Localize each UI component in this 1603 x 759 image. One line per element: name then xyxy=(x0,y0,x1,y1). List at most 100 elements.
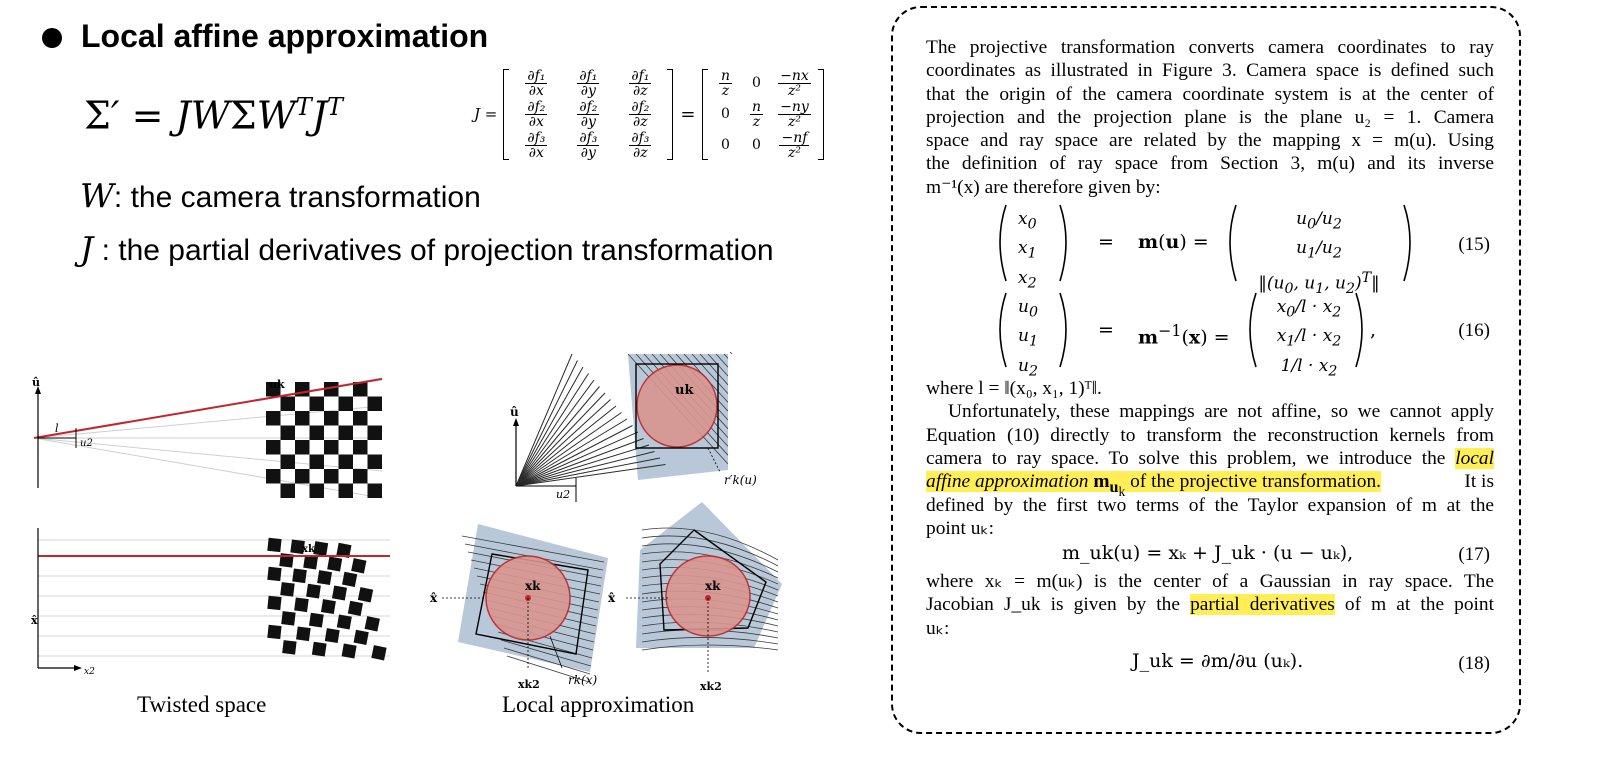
jac-cell: ∂f₃ ∂y xyxy=(577,129,600,161)
x-hat-label: x̂ xyxy=(31,614,38,627)
paper-line: Jacobian J_uk is given by the partial de… xyxy=(926,593,1494,616)
checker-square xyxy=(320,599,336,615)
checker-square xyxy=(280,483,295,498)
u2-label-2: u2 xyxy=(556,488,570,501)
checker-square xyxy=(303,554,318,570)
jac-cell: ∂f₁ ∂y xyxy=(577,67,600,99)
hatch-line xyxy=(699,353,729,386)
checker-square xyxy=(353,411,368,426)
definition-j-text: : the partial derivatives of projection … xyxy=(93,234,774,267)
eq15-number: (15) xyxy=(1458,234,1490,256)
checker-square xyxy=(357,587,374,603)
checker-square xyxy=(342,571,358,587)
fan-line xyxy=(515,373,589,487)
fan-line xyxy=(515,457,661,487)
jac-val: 0 xyxy=(720,137,730,153)
hatch-line xyxy=(503,647,591,675)
jac-val: −nf z² xyxy=(779,129,810,161)
fan-line xyxy=(515,425,633,487)
checker-square xyxy=(331,585,348,601)
checker-square xyxy=(309,425,324,440)
checker-square xyxy=(311,641,327,657)
fan-line xyxy=(515,392,606,487)
checker-square xyxy=(338,425,353,440)
checker-square xyxy=(364,616,380,632)
checker-square xyxy=(353,440,368,455)
where-l-line: where l = ‖(x₀, x₁, 1)ᵀ‖. xyxy=(926,378,1102,400)
jacobian-post: of m at the point xyxy=(1344,594,1494,616)
equation-17: m_uk(u) = xₖ + J_uk · (u − uₖ), (17) xyxy=(926,540,1494,570)
definition-w: W: the camera transformation xyxy=(80,176,481,215)
checker-square xyxy=(267,566,282,582)
checker-square xyxy=(324,469,339,484)
hatch-curve xyxy=(641,543,779,573)
checker-square xyxy=(266,382,281,397)
checker-square xyxy=(306,583,321,599)
paper-line: Equation (10) directly to transform the … xyxy=(926,424,1494,446)
bullet-icon xyxy=(42,28,62,48)
checker-square xyxy=(295,411,310,426)
hatch-curve xyxy=(641,527,779,561)
checker-square xyxy=(324,440,339,455)
checker-square xyxy=(324,628,340,644)
jac-cell: ∂f₃ ∂x xyxy=(525,129,548,161)
paper-line: where xₖ = m(uₖ) is the center of a Gaus… xyxy=(926,571,1494,593)
fan-line xyxy=(515,366,584,487)
checker-square xyxy=(324,411,339,426)
checker-square xyxy=(267,595,282,611)
checker-square xyxy=(266,469,281,484)
hatch-curve xyxy=(641,644,779,651)
equation-16: u0 u1 u2 = m−1(x) = x0/l · x2 x1/l · x2 1/l … xyxy=(926,289,1494,379)
covariance-equation: Σ′ = JWΣWTJT xyxy=(84,93,344,138)
u-hat-label-2: û xyxy=(510,405,519,419)
paper-line: that the origin of the camera coordinate… xyxy=(926,83,1494,105)
uk-label: uk xyxy=(269,378,285,391)
fan-line xyxy=(515,379,595,487)
xk-label: xk xyxy=(302,544,316,555)
checker-square xyxy=(294,597,309,613)
caption-twisted-space: Twisted space xyxy=(137,692,267,717)
eq16-brackets xyxy=(999,292,1363,368)
checker-square xyxy=(367,396,382,411)
checker-square xyxy=(290,539,305,555)
jac-cell: ∂f₂ ∂z xyxy=(629,98,652,130)
definition-j: J : the partial derivatives of projectio… xyxy=(80,229,774,268)
hatch-line xyxy=(461,535,605,563)
x2-label: x2 xyxy=(84,667,95,676)
u2-label: u2 xyxy=(80,438,93,449)
paper-line: the definition of ray space from Section… xyxy=(926,153,1494,175)
local-approx-bottom-left-figure: x̂ xk xk2 rk(x) xyxy=(430,524,608,691)
checker-square xyxy=(336,614,352,630)
fan-line xyxy=(515,451,655,487)
checker-square xyxy=(367,483,382,498)
symbol-w: W xyxy=(80,176,114,215)
highlight-partial-derivatives: partial derivatives xyxy=(1190,594,1335,616)
fan-line xyxy=(515,399,611,487)
fan-line xyxy=(515,438,644,487)
paper-line: camera to ray space. To solve this probl… xyxy=(926,447,1494,470)
highlight-local: local xyxy=(1455,447,1494,469)
checker-square xyxy=(282,640,297,655)
paper-line: m⁻¹(x) are therefore given by: xyxy=(926,176,1161,198)
after-highlight: It is xyxy=(1464,471,1494,493)
jac-cell: ∂f₁ ∂x xyxy=(525,67,548,99)
checker-square xyxy=(324,382,339,397)
jac-val: −ny z² xyxy=(778,98,811,130)
paper-line: point uₖ: xyxy=(926,517,995,539)
fan-line xyxy=(515,386,600,487)
definition-w-text: : the camera transformation xyxy=(113,181,481,214)
jac-val: 0 xyxy=(751,75,761,91)
checker-square xyxy=(280,425,295,440)
slide-heading: Local affine approximation xyxy=(81,18,489,54)
paper-line: projection and the projection plane is t… xyxy=(926,106,1494,128)
hatch-line xyxy=(500,639,592,667)
uk-label-2: uk xyxy=(675,383,694,398)
checker-square xyxy=(281,611,296,626)
hatch-curve xyxy=(641,551,779,579)
checker-square xyxy=(267,624,282,640)
checkerboard-bottom xyxy=(267,537,387,661)
checker-square xyxy=(367,425,382,440)
checker-square xyxy=(317,570,333,586)
checker-square xyxy=(280,396,295,411)
